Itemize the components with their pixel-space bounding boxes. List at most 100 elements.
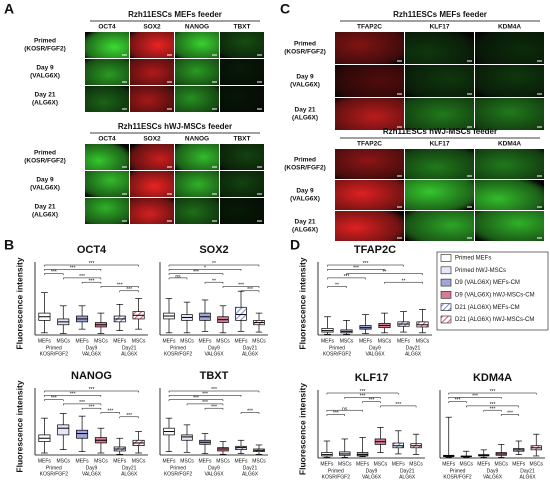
significance-bracket xyxy=(168,273,224,276)
significance-bracket xyxy=(44,273,64,276)
micrograph-signal xyxy=(475,211,544,241)
column-label: NANOG xyxy=(185,136,209,143)
significance-bracket xyxy=(466,405,519,408)
column-label: SOX2 xyxy=(143,136,161,143)
significance-bracket xyxy=(204,407,224,410)
x-tick-label: MSCs xyxy=(378,338,392,344)
chart-title: NANOG xyxy=(71,370,112,382)
row-label: Day 21 xyxy=(35,204,56,211)
group-sublabel: VALG6X xyxy=(82,471,102,477)
group-label: Day21 xyxy=(406,345,421,351)
column-label: KDM4A xyxy=(498,141,521,148)
row-label: Primed xyxy=(34,38,56,45)
group-label: Primed xyxy=(46,465,62,471)
significance-bracket xyxy=(327,269,385,271)
group-sublabel: ALG6X xyxy=(242,351,259,357)
group-sublabel: KOSR/FGF2 xyxy=(322,474,351,480)
significance-bracket xyxy=(327,286,347,288)
group-label: Primed xyxy=(170,345,186,351)
column-label: KDM4A xyxy=(498,24,521,31)
legend-swatch xyxy=(440,254,452,262)
significance-label: *** xyxy=(369,398,375,404)
x-tick-label: MSCs xyxy=(338,461,352,467)
significance-label: *** xyxy=(89,278,95,284)
significance-label: *** xyxy=(193,396,199,402)
significance-bracket xyxy=(119,416,139,419)
significance-bracket xyxy=(240,290,260,293)
significance-bracket xyxy=(100,412,120,414)
significance-bracket xyxy=(448,392,537,395)
significance-label: ** xyxy=(212,278,216,284)
group-title: Rzh11ESCs hWJ-MSCs feeder xyxy=(383,127,497,136)
micrograph-signal xyxy=(405,65,474,97)
x-tick-label: MSCs xyxy=(340,338,354,344)
group-sublabel: ALG6X xyxy=(405,351,422,357)
x-tick-label: MEFs xyxy=(442,461,456,467)
significance-label: *** xyxy=(344,274,350,280)
row-sublabel: (KOSR/FGF2) xyxy=(24,46,66,53)
micrograph-signal xyxy=(130,32,174,58)
row-label: Day 21 xyxy=(295,107,316,114)
significance-bracket xyxy=(186,403,224,406)
legend-label: D9 (VALG6X) MEFs-CM xyxy=(455,280,520,286)
x-tick-label: MSCs xyxy=(374,461,388,467)
column-label: OCT4 xyxy=(98,136,116,143)
significance-bracket xyxy=(81,407,102,410)
micrograph-signal xyxy=(85,32,129,58)
significance-label: *** xyxy=(126,413,132,419)
significance-label: *** xyxy=(507,411,513,417)
row-label: Primed xyxy=(294,41,316,48)
x-tick-label: MEFs xyxy=(320,461,334,467)
micrograph-signal xyxy=(85,59,129,85)
significance-label: *** xyxy=(238,283,244,289)
micrograph-signal xyxy=(130,171,174,197)
micrograph-signal xyxy=(175,32,219,58)
chart-title: TFAP2C xyxy=(354,244,396,256)
group-sublabel: ALG6X xyxy=(242,471,259,477)
significance-bracket xyxy=(448,397,502,399)
column-label: NANOG xyxy=(185,24,209,31)
group-label: Day9 xyxy=(86,345,98,351)
significance-label: *** xyxy=(89,387,95,393)
micrograph-signal xyxy=(85,198,129,224)
y-axis-label: Fluorescence intensity xyxy=(297,257,307,349)
x-tick-label: MSCs xyxy=(252,458,266,464)
box xyxy=(57,424,70,436)
x-tick-label: MEFs xyxy=(397,338,411,344)
row-sublabel: (ALG6X) xyxy=(292,227,318,234)
chart-title: KDM4A xyxy=(473,372,512,384)
micrograph-signal xyxy=(130,59,174,85)
significance-label: * xyxy=(204,265,206,271)
x-tick-label: MSCs xyxy=(529,461,543,467)
row-label: Day 21 xyxy=(35,92,56,99)
significance-label: *** xyxy=(353,265,359,271)
group-label: Day9 xyxy=(208,345,220,351)
panel-label: A xyxy=(4,1,14,17)
x-tick-label: MEFs xyxy=(198,458,212,464)
micrograph-signal xyxy=(220,32,264,58)
significance-bracket xyxy=(346,273,423,276)
group-sublabel: KOSR/FGF2 xyxy=(443,474,472,480)
significance-bracket xyxy=(448,401,467,404)
significance-label: *** xyxy=(360,389,366,395)
panel-label: C xyxy=(280,1,290,17)
micrograph-signal xyxy=(220,171,264,197)
significance-bracket xyxy=(344,397,381,399)
legend-swatch xyxy=(440,291,452,299)
x-tick-label: MEFs xyxy=(38,458,52,464)
significance-label: *** xyxy=(395,402,401,408)
x-tick-label: MSCs xyxy=(180,338,194,344)
column-label: TFAP2C xyxy=(357,24,382,31)
micrograph-signal xyxy=(85,171,129,197)
significance-label: *** xyxy=(360,393,366,399)
row-sublabel: (ALG6X) xyxy=(292,115,318,122)
x-tick-label: MSCs xyxy=(459,461,473,467)
significance-label: *** xyxy=(51,396,57,402)
significance-label: *** xyxy=(89,404,95,410)
micrograph-signal xyxy=(335,211,404,241)
chart-title: OCT4 xyxy=(77,244,107,256)
row-sublabel: (ALG6X) xyxy=(32,212,58,219)
x-tick-label: MSCs xyxy=(494,461,508,467)
significance-bracket xyxy=(119,290,139,293)
column-label: KLF17 xyxy=(430,24,450,31)
